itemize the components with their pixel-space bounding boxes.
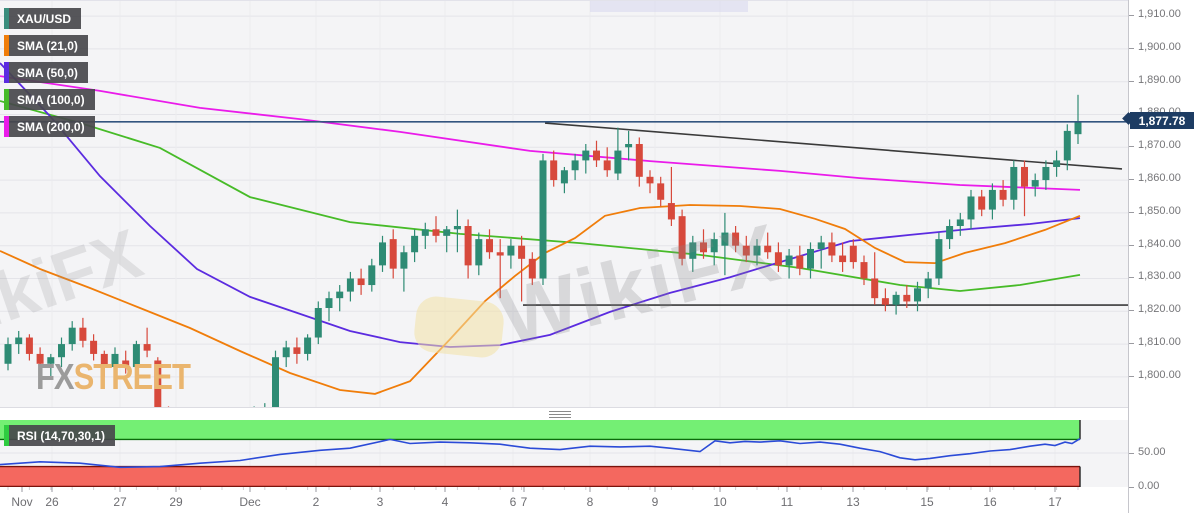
legend-label-sma100: SMA (100,0): [9, 89, 95, 110]
legend-item-xauusd[interactable]: XAU/USD: [4, 8, 82, 29]
time-axis-label: 2: [313, 495, 320, 509]
price-chart-pane[interactable]: WikiFX WikiFX FXSTREET XAU/USD SMA (21,0…: [0, 0, 1128, 408]
price-axis-label: 1,910.00: [1138, 8, 1181, 21]
price-tick: [1129, 15, 1134, 17]
legend-swatch-sma21: [4, 35, 9, 56]
pane-resize-handle[interactable]: [549, 411, 571, 418]
legend-swatch-rsi: [4, 425, 9, 446]
legend-label-sma50: SMA (50,0): [9, 62, 88, 83]
rsi-axis-label: 50.00: [1138, 446, 1166, 458]
time-axis-label: 6: [510, 495, 517, 509]
time-axis-label: 16: [983, 495, 997, 509]
time-axis-label: 4: [442, 495, 449, 509]
price-tick: [1129, 211, 1134, 213]
rsi-tick: [1129, 487, 1134, 488]
rsi-line: [0, 438, 1081, 469]
rsi-tick: [1129, 453, 1134, 454]
legend-swatch-xauusd: [4, 8, 9, 29]
legend-item-sma50[interactable]: SMA (50,0): [4, 62, 88, 83]
legend-swatch-sma100: [4, 89, 9, 110]
sma-line-2000: [0, 75, 1081, 191]
price-tick: [1129, 310, 1134, 312]
grid-layer: [0, 1, 1128, 408]
time-axis-label: 7: [521, 495, 528, 509]
price-tick: [1129, 80, 1134, 82]
rsi-axis-label: 0.00: [1138, 480, 1160, 492]
price-axis-label: 1,800.00: [1138, 368, 1181, 381]
time-axis-label: 8: [587, 495, 594, 509]
price-axis-label: 1,870.00: [1138, 139, 1181, 152]
legend-label-xauusd: XAU/USD: [9, 8, 82, 29]
price-axis-label: 1,830.00: [1138, 270, 1181, 283]
sma-line-210: [0, 204, 1081, 395]
time-axis-label: 9: [652, 495, 659, 509]
legend-swatch-sma200: [4, 116, 9, 137]
time-axis-label: 17: [1048, 495, 1062, 509]
trendline: [544, 122, 1123, 170]
time-axis-label: Nov: [11, 495, 32, 509]
sma-line-1000: [0, 100, 1081, 292]
legend-label-sma21: SMA (21,0): [9, 35, 88, 56]
legend-item-sma21[interactable]: SMA (21,0): [4, 35, 88, 56]
rsi-pane[interactable]: RSI (14,70,30,1) Wi: [0, 420, 1128, 487]
time-axis-label: 11: [781, 495, 794, 509]
time-axis-canvas: Nov 26 27 29 Dec 2 3 4 6 7 8 9 10 11 13 15 16 17: [7, 487, 1079, 509]
price-tick: [1129, 277, 1134, 279]
price-tick: [1129, 179, 1134, 181]
price-axis-label: 1,850.00: [1138, 204, 1181, 217]
current-price-tag: 1,877.78: [1130, 112, 1194, 130]
time-axis-label: Dec: [239, 495, 260, 509]
price-tick: [1129, 343, 1134, 345]
candlestick-layer: [4, 94, 1082, 408]
legend-item-sma200[interactable]: SMA (200,0): [4, 116, 95, 137]
time-axis-label: 29: [169, 495, 183, 509]
price-axis-label: 1,900.00: [1138, 40, 1181, 53]
rsi-oversold-band: [0, 466, 1080, 487]
rsi-chart-canvas: [0, 420, 1128, 487]
price-axis-label: 1,810.00: [1138, 336, 1181, 349]
legend-swatch-sma50: [4, 62, 9, 83]
legend-item-sma100[interactable]: SMA (100,0): [4, 89, 95, 110]
legend-label-sma200: SMA (200,0): [9, 116, 95, 137]
price-axis-label: 1,890.00: [1138, 73, 1181, 86]
price-axis-label: 1,820.00: [1138, 303, 1181, 316]
time-axis-label: 15: [920, 495, 934, 509]
price-axis-label: 1,860.00: [1138, 172, 1181, 185]
time-axis-label: 27: [113, 495, 127, 509]
time-axis-label: 26: [45, 495, 59, 509]
time-axis-label: 13: [846, 495, 860, 509]
price-tick: [1129, 244, 1134, 246]
candlestick-chart-canvas: [0, 1, 1128, 408]
price-axis[interactable]: 1,877.78 X 1,910.001,900.001,890.001,880…: [1128, 0, 1194, 513]
price-tick: [1129, 146, 1134, 148]
price-axis-label: 1,840.00: [1138, 237, 1181, 250]
time-axis-label: 3: [377, 495, 384, 509]
time-axis[interactable]: Nov 26 27 29 Dec 2 3 4 6 7 8 9 10 11 13 15 16 17: [0, 487, 1128, 513]
price-tick: [1129, 375, 1134, 377]
rsi-overbought-band: [0, 420, 1080, 440]
price-tick: [1129, 47, 1134, 49]
legend-label-rsi: RSI (14,70,30,1): [9, 425, 116, 446]
legend-item-rsi[interactable]: RSI (14,70,30,1): [4, 425, 116, 446]
time-axis-label: 10: [713, 495, 727, 509]
